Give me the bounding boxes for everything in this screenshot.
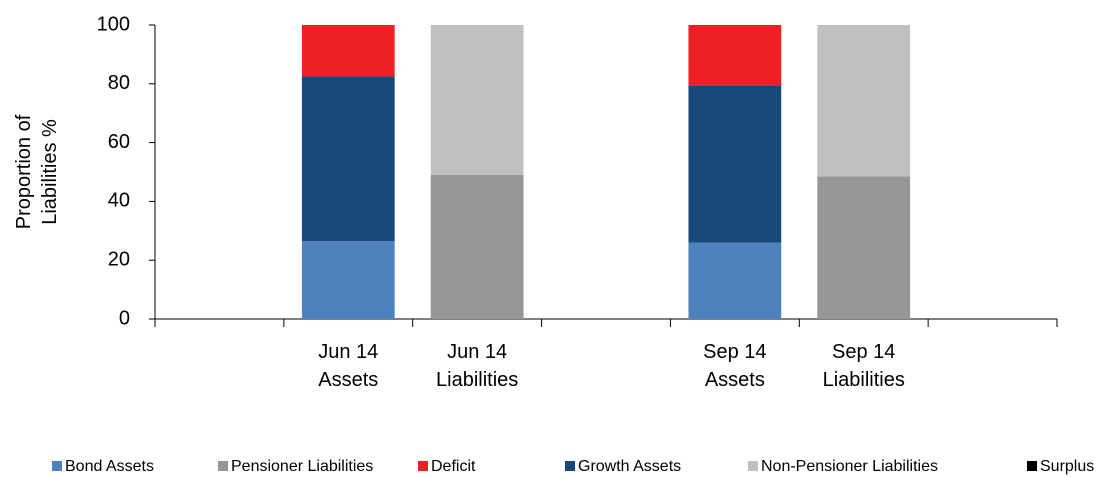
legend-label: Non-Pensioner Liabilities (761, 458, 938, 475)
x-tick-label: Jun 14 Liabilities (436, 341, 518, 391)
y-tick-label: 100 (97, 13, 130, 35)
x-tick-label: Sep 14 Liabilities (823, 341, 905, 391)
legend-label: Bond Assets (65, 458, 154, 475)
bar-segment (301, 25, 395, 77)
legend-swatch (748, 461, 758, 471)
bar-segment (430, 174, 524, 319)
legend-swatch (218, 461, 228, 471)
legend-swatch (418, 461, 428, 471)
legend-swatch (565, 461, 575, 471)
y-tick-label: 20 (108, 248, 130, 270)
x-tick-label: Sep 14 Assets (703, 341, 766, 391)
legend-label: Pensioner Liabilities (231, 458, 373, 475)
y-axis-label: Proportion of Liabilities % (13, 114, 61, 229)
legend-label: Growth Assets (578, 458, 681, 475)
bar-segment (817, 176, 911, 319)
bar-segment (430, 25, 524, 175)
y-tick-label: 80 (108, 72, 130, 94)
y-tick-label: 40 (108, 190, 130, 212)
bar-segment (817, 25, 911, 177)
x-tick-label: Jun 14 Assets (318, 341, 378, 391)
legend-label: Deficit (431, 458, 476, 475)
y-tick-label: 0 (119, 307, 130, 329)
bar-segment (688, 242, 782, 319)
bar-segment (688, 85, 782, 243)
bar-segment (301, 76, 395, 242)
y-tick-label: 60 (108, 131, 130, 153)
bar-segment (301, 241, 395, 319)
legend-swatch (1027, 461, 1037, 471)
legend-label: Surplus (1040, 458, 1094, 475)
legend-swatch (52, 461, 62, 471)
bar-segment (688, 25, 782, 86)
